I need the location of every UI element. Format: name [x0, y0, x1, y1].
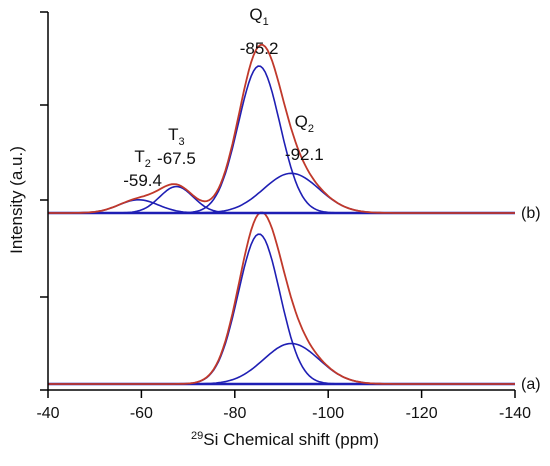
x-axis-title-superscript: 29 — [191, 430, 203, 442]
x-tick-label: -80 — [223, 405, 246, 422]
x-tick-label: -100 — [312, 405, 344, 422]
peak-value-T3: -67.5 — [157, 149, 196, 168]
component-peak--85.2 — [48, 65, 515, 214]
peak-label-subscript: 2 — [308, 123, 314, 135]
peak-label-Q2: Q2 — [295, 112, 314, 135]
x-axis-title: 29Si Chemical shift (ppm) — [191, 430, 379, 449]
spectrum-a — [48, 211, 515, 386]
peak-label-subscript: 1 — [263, 16, 269, 28]
axes — [40, 11, 515, 391]
x-ticks: -40 -60 -80 -100 -120 -140 — [36, 390, 531, 422]
peak-label-T3: T3 — [168, 125, 185, 148]
peak-label-T2: T2 — [134, 147, 151, 170]
spectrum-label: (a) — [521, 376, 541, 393]
peak-value-T2: -59.4 — [123, 171, 162, 190]
peak-label-subscript: 2 — [145, 158, 151, 170]
peak-label-Q1: Q1 — [249, 5, 268, 28]
component-peak--92.1 — [48, 172, 515, 214]
peak-label-subscript: 3 — [179, 136, 185, 148]
spectrum-label: (b) — [521, 205, 541, 222]
spectrum-labels: (a) (b) — [521, 205, 541, 393]
fitted-curve — [48, 211, 515, 385]
x-tick-label: -120 — [406, 405, 438, 422]
x-tick-label: -60 — [130, 405, 153, 422]
peak-annotations: T2-59.4 T3-67.5 Q1 -85.2 Q2 -92.1 — [123, 5, 323, 190]
x-tick-label: -140 — [499, 405, 531, 422]
peak-value-Q2: -92.1 — [285, 145, 324, 164]
y-axis-title: Intensity (a.u.) — [7, 146, 26, 254]
x-axis-title-text: Si Chemical shift (ppm) — [203, 430, 379, 449]
component-peak--67.5 — [48, 185, 515, 214]
component-peak--59.4 — [48, 199, 515, 214]
component-peak--85.2 — [48, 233, 515, 385]
peak-value-Q1: -85.2 — [240, 39, 279, 58]
component-peak--92.1 — [48, 342, 515, 385]
x-tick-label: -40 — [36, 405, 59, 422]
plot-area — [48, 44, 515, 386]
fitted-curve — [48, 44, 515, 214]
spectrum-b — [48, 44, 515, 215]
